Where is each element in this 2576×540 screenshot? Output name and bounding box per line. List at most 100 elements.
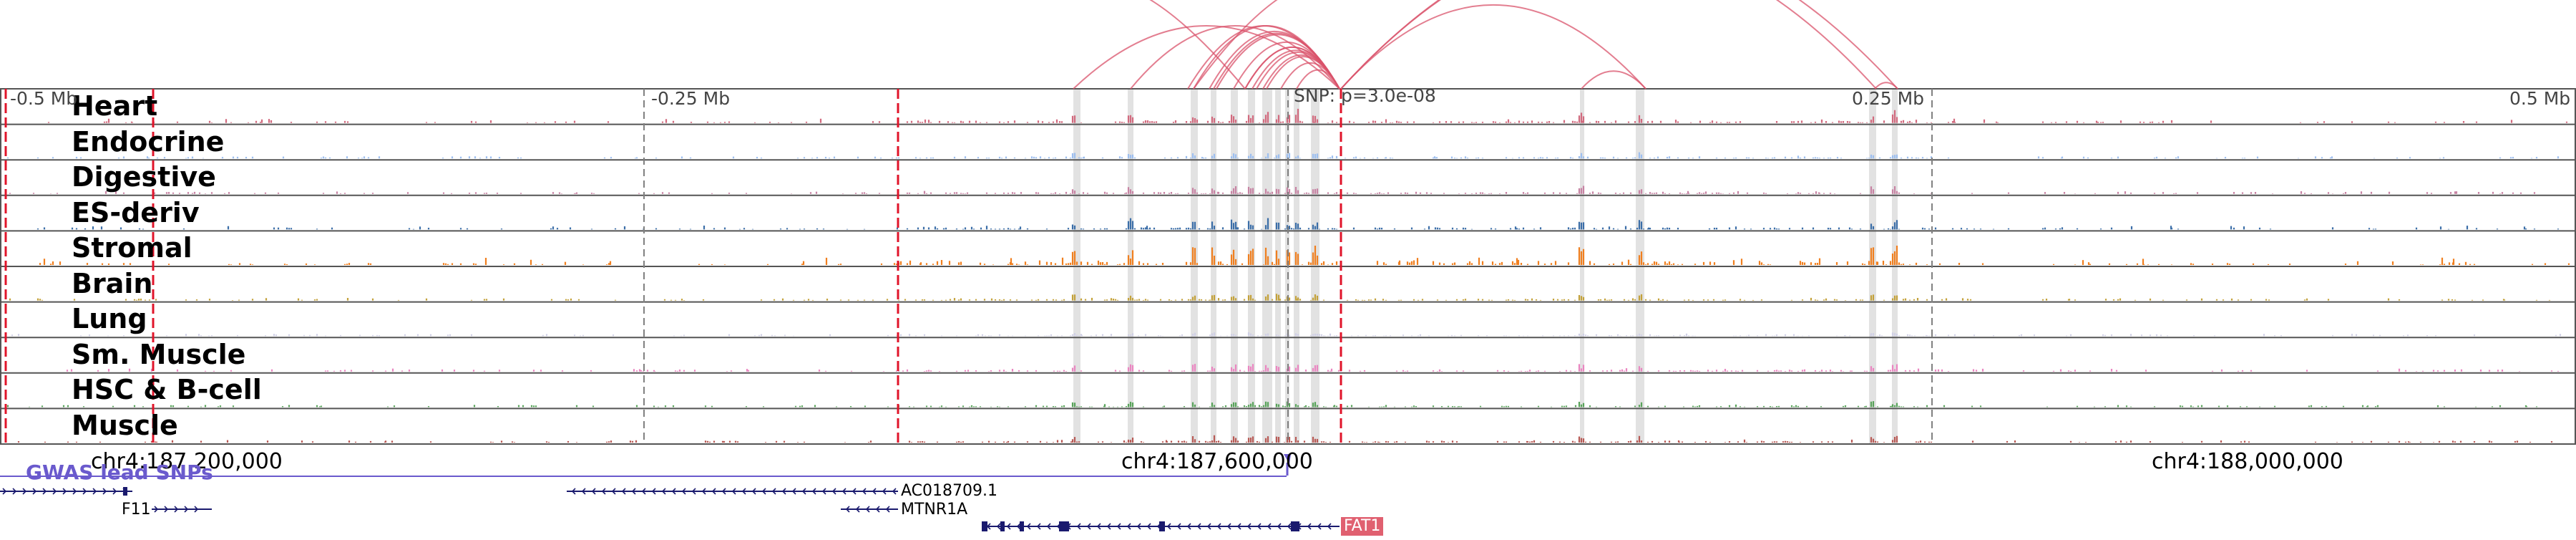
strand-arrow: [1196, 523, 1201, 530]
gene-model-unnamed: [0, 488, 132, 495]
strand-arrow: [865, 506, 870, 513]
strand-arrow: [631, 488, 636, 495]
exon: [1000, 521, 1005, 531]
strand-arrow: [1036, 523, 1041, 530]
strand-arrow: [862, 488, 867, 495]
loop-arc: [1130, 25, 1340, 90]
loop-arc: [1874, 82, 1898, 90]
gene-model-f11: [152, 506, 212, 513]
strand-arrow: [831, 488, 836, 495]
strand-arrow: [1126, 523, 1131, 530]
strand-arrow: [1277, 523, 1282, 530]
strand-arrow: [1206, 523, 1211, 530]
strand-arrow: [761, 488, 766, 495]
strand-arrow: [1226, 523, 1231, 530]
strand-arrow: [731, 488, 736, 495]
strand-arrow: [102, 488, 107, 495]
track-frames: [0, 88, 2576, 445]
strand-arrow: [184, 506, 189, 513]
gene-label-f11[interactable]: F11: [122, 501, 151, 519]
coordinate-label-187200000: chr4:187,200,000: [91, 449, 283, 474]
signal-sm-muscle: [66, 364, 2560, 372]
strand-arrow: [751, 488, 756, 495]
reference-lines: [4, 89, 1933, 444]
strand-arrow: [651, 488, 656, 495]
strand-arrow: [621, 488, 626, 495]
loop-arc: [1340, 0, 1877, 90]
strand-arrow: [1216, 523, 1221, 530]
strand-arrow: [855, 506, 860, 513]
strand-arrow: [841, 488, 847, 495]
strand-arrow: [892, 488, 897, 495]
strand-arrow: [1106, 523, 1111, 530]
gene-model-ac018709-1: [567, 488, 898, 495]
strand-arrow: [52, 488, 57, 495]
strand-arrow: [691, 488, 696, 495]
strand-arrow: [1116, 523, 1121, 530]
strand-arrow: [1257, 523, 1262, 530]
loop-arc: [1262, 54, 1340, 90]
exon: [982, 521, 987, 531]
loop-arc: [1581, 70, 1646, 90]
gwas-track: [0, 454, 1291, 477]
strand-arrow: [1246, 523, 1252, 530]
strand-arrow: [1176, 523, 1181, 530]
exon: [1159, 521, 1165, 531]
strand-arrow: [82, 488, 87, 495]
strand-arrow: [872, 488, 877, 495]
strand-arrow: [62, 488, 67, 495]
scale-label-plus-0-5: 0.5 Mb: [2509, 88, 2571, 109]
strand-arrow: [72, 488, 77, 495]
strand-arrow: [581, 488, 586, 495]
strand-arrow: [721, 488, 726, 495]
exon: [123, 487, 127, 496]
strand-arrow: [1076, 523, 1081, 530]
strand-arrow: [1086, 523, 1091, 530]
signal-lung: [11, 332, 2562, 337]
strand-arrow: [641, 488, 646, 495]
strand-arrow: [1287, 523, 1292, 530]
strand-arrow: [1026, 523, 1031, 530]
strand-arrow: [164, 506, 169, 513]
gene-label-ac018709-1[interactable]: AC018709.1: [901, 482, 997, 500]
signal-endocrine: [6, 152, 2560, 159]
strand-arrow: [1267, 523, 1272, 530]
strand-arrow: [32, 488, 37, 495]
gwas-snp-marker: [1284, 454, 1291, 464]
lead-snp-label: SNP: p=3.0e-08: [1294, 85, 1436, 106]
gene-label-fat1[interactable]: FAT1: [1341, 517, 1384, 536]
strand-arrow: [661, 488, 666, 495]
gene-track: [0, 487, 1340, 531]
strand-arrow: [174, 506, 179, 513]
loop-arc: [1073, 25, 1340, 90]
strand-arrow: [811, 488, 816, 495]
exon: [1059, 521, 1069, 531]
exon: [1020, 521, 1024, 531]
strand-arrow: [801, 488, 806, 495]
signal-heart: [47, 108, 2568, 123]
strand-arrow: [1236, 523, 1241, 530]
strand-arrow: [1136, 523, 1141, 530]
signal-es-deriv: [36, 218, 2560, 230]
signal-stromal: [39, 246, 2570, 265]
strand-arrow: [92, 488, 97, 495]
exon: [1291, 521, 1299, 531]
strand-arrow: [882, 488, 887, 495]
strand-arrow: [671, 488, 676, 495]
strand-arrow: [1006, 523, 1011, 530]
strand-arrow: [22, 488, 27, 495]
scale-label-minus-0-25: -0.25 Mb: [651, 88, 731, 109]
loop-arc: [1340, 0, 1898, 90]
strand-arrow: [885, 506, 890, 513]
gene-label-mtnr1a[interactable]: MTNR1A: [901, 501, 968, 519]
strand-arrow: [12, 488, 17, 495]
coordinate-label-188000000: chr4:188,000,000: [2152, 449, 2343, 474]
signal-digestive: [9, 185, 2536, 194]
strand-arrow: [112, 488, 117, 495]
gene-model-fat1: [982, 521, 1340, 531]
strand-arrow: [791, 488, 796, 495]
strand-arrow: [821, 488, 826, 495]
strand-arrow: [601, 488, 606, 495]
strand-arrow: [194, 506, 199, 513]
strand-arrow: [741, 488, 746, 495]
